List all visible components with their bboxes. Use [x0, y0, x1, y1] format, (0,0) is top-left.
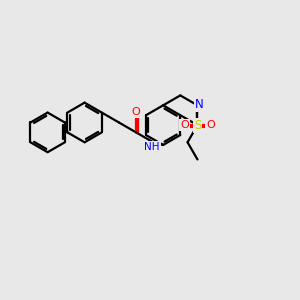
Text: S: S [194, 118, 201, 132]
Text: O: O [206, 120, 215, 130]
Text: NH: NH [144, 142, 160, 152]
Text: N: N [195, 98, 204, 111]
Text: O: O [180, 120, 189, 130]
Text: O: O [132, 107, 140, 117]
